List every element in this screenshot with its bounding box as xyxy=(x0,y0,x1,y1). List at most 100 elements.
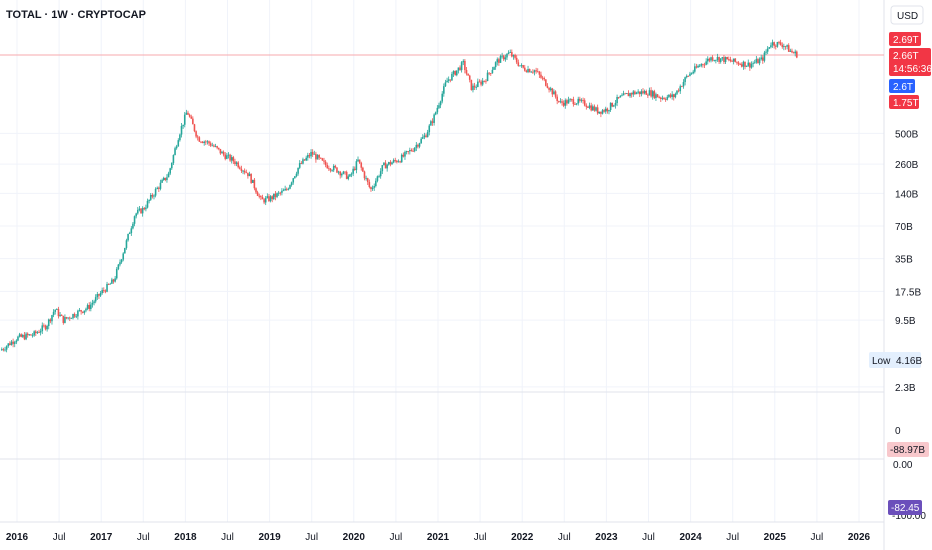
x-tick-label: 2018 xyxy=(174,532,197,543)
candle-body xyxy=(504,57,507,60)
candle-body xyxy=(779,42,782,45)
x-tick-label: Jul xyxy=(137,532,150,543)
candle-body xyxy=(350,173,353,175)
candle-body xyxy=(533,70,536,73)
candle-body xyxy=(251,179,254,183)
candle-body xyxy=(718,57,720,62)
candle-body xyxy=(760,57,762,60)
x-tick-label: Jul xyxy=(390,532,403,543)
candle-body xyxy=(34,331,37,334)
indicator-value-top: -88.97B xyxy=(890,445,925,456)
candle-body xyxy=(362,167,364,172)
candle-body xyxy=(68,317,71,319)
candle-body xyxy=(745,65,748,67)
candle-body xyxy=(705,61,707,65)
candle-body xyxy=(316,155,319,160)
candle-body xyxy=(404,151,406,157)
candle-body xyxy=(488,72,490,74)
candle-body xyxy=(337,171,340,173)
candle-body xyxy=(52,311,55,316)
candle-body xyxy=(509,52,512,53)
candle-body xyxy=(554,91,557,97)
ticker-title: TOTAL · 1W · CRYPTOCAP xyxy=(6,9,146,21)
candle-body xyxy=(653,91,656,99)
candle-body xyxy=(12,341,14,344)
candle-body xyxy=(217,147,220,149)
candle-body xyxy=(353,168,356,170)
candle-body xyxy=(119,262,121,265)
candle-body xyxy=(553,91,555,95)
candle-body xyxy=(671,94,673,97)
candle-body xyxy=(389,162,392,165)
candle-body xyxy=(77,310,79,317)
candle-body xyxy=(253,179,256,189)
candle-body xyxy=(556,96,558,101)
candle-body xyxy=(370,187,372,190)
candle-body xyxy=(640,91,643,95)
candle-body xyxy=(349,174,351,177)
candle-body xyxy=(473,85,476,88)
candle-body xyxy=(467,73,469,76)
candle-body xyxy=(328,168,330,170)
candle-body xyxy=(397,161,400,163)
y-tick-label: 9.5B xyxy=(895,316,916,327)
candle-body xyxy=(60,314,63,316)
candle-body xyxy=(391,162,393,165)
candle-body xyxy=(324,161,327,165)
candle-body xyxy=(517,62,520,66)
candle-body xyxy=(770,45,772,48)
candle-body xyxy=(449,79,452,81)
candle-body xyxy=(166,177,168,181)
candle-body xyxy=(433,114,435,123)
candle-body xyxy=(106,283,108,292)
candle-body xyxy=(418,143,421,147)
candle-body xyxy=(609,102,612,111)
candle-body xyxy=(151,194,154,197)
candle-body xyxy=(13,342,16,344)
candle-body xyxy=(195,131,197,137)
candle-body xyxy=(271,196,273,200)
candle-body xyxy=(315,153,317,160)
candle-body xyxy=(446,80,448,83)
candle-body xyxy=(750,63,753,68)
candle-body xyxy=(421,137,424,139)
candle-body xyxy=(455,70,458,76)
candle-body xyxy=(269,196,272,202)
candle-body xyxy=(133,216,136,224)
candle-body xyxy=(574,104,576,105)
candle-body xyxy=(285,188,288,190)
candle-body xyxy=(776,41,779,47)
x-tick-label: 2023 xyxy=(595,532,618,543)
candle-body xyxy=(601,110,604,114)
last-price-tag xyxy=(889,48,931,76)
candle-body xyxy=(567,99,570,104)
candle-body xyxy=(261,197,264,200)
candle-body xyxy=(786,45,788,47)
candle-body xyxy=(287,188,290,190)
candle-body xyxy=(582,99,584,101)
price-axis[interactable]: 500B 260B 140B 70B 35B 17.5B 9.5B 2.3B xyxy=(895,129,921,394)
candle-body xyxy=(724,57,727,62)
candle-body xyxy=(182,124,184,127)
candle-body xyxy=(796,51,798,58)
candle-body xyxy=(323,160,325,162)
currency-box[interactable] xyxy=(890,5,924,25)
candle-body xyxy=(593,106,596,111)
candle-body xyxy=(447,79,450,81)
time-axis[interactable]: 2016 Jul 2017 Jul 2018 Jul 2019 Jul 2020 Jul 2021 J… xyxy=(6,532,871,543)
candle-body xyxy=(164,177,167,181)
candle-body xyxy=(156,187,159,190)
candle-body xyxy=(532,71,534,73)
candle-body xyxy=(347,176,350,179)
candle-body xyxy=(319,157,322,159)
candle-body xyxy=(535,70,537,72)
candle-body xyxy=(162,177,165,181)
candle-body xyxy=(685,75,688,78)
candle-body xyxy=(478,81,481,83)
candle-body xyxy=(342,171,345,174)
candle-body xyxy=(491,69,494,74)
candle-body xyxy=(572,99,575,105)
candle-body xyxy=(763,52,766,61)
blue-price-text: 2.6T xyxy=(893,82,913,93)
